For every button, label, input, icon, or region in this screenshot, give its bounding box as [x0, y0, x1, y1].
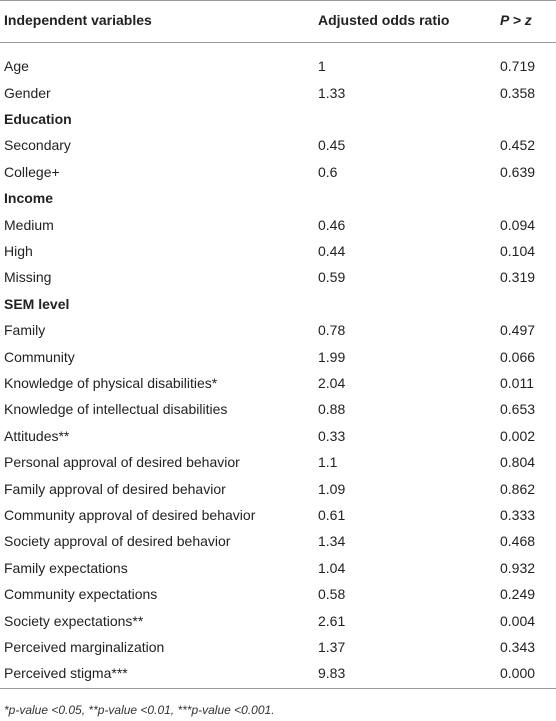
bottom-rule	[0, 688, 556, 689]
cell-value: 0.6	[318, 163, 338, 180]
cell-value: 0.497	[500, 322, 536, 339]
cell-value: 0.343	[500, 639, 536, 655]
cell-value: 0.59	[318, 269, 346, 286]
cell-value: 0.639	[500, 163, 536, 180]
cell-value: 0.719	[500, 58, 536, 75]
cell-value: 0.011	[500, 375, 534, 391]
cell-value: 0.004	[500, 612, 536, 629]
row-label: Perceived stigma***	[4, 665, 128, 682]
row-label: Family approval of desired behavior	[4, 480, 226, 497]
column-header: Adjusted odds ratio	[318, 12, 450, 28]
cell-value: 0.78	[318, 322, 346, 339]
cell-value: 0.88	[318, 401, 346, 418]
row-label: Family expectations	[4, 559, 128, 576]
row-label: Community expectations	[4, 586, 158, 603]
cell-value: 0.58	[318, 586, 346, 603]
cell-value: 0.61	[318, 507, 346, 523]
row-label: College+	[4, 163, 60, 180]
cell-value: 1.04	[318, 559, 346, 576]
cell-value: 0.45	[318, 137, 346, 154]
row-label: Knowledge of intellectual disabilities	[4, 401, 228, 418]
row-label: Age	[4, 58, 29, 75]
section-label: Education	[4, 111, 72, 127]
footnote: *p-value <0.05, **p-value <0.01, ***p-va…	[4, 703, 275, 717]
row-label: Attitudes**	[4, 427, 70, 444]
top-rule	[0, 0, 556, 1]
cell-value: 0.862	[500, 480, 536, 497]
cell-value: 0.333	[500, 507, 536, 523]
cell-value: 2.04	[318, 375, 346, 391]
row-label: Gender	[4, 84, 51, 101]
section-label: Income	[4, 190, 54, 207]
cell-value: 0.358	[500, 84, 536, 101]
cell-value: 1.99	[318, 348, 346, 365]
cell-value: 0.319	[500, 269, 536, 286]
row-label: Missing	[4, 269, 52, 286]
cell-value: 0.066	[500, 348, 536, 365]
row-label: Society expectations**	[4, 612, 144, 629]
cell-value: 0.653	[500, 401, 536, 418]
cell-value: 0.000	[500, 665, 536, 682]
cell-value: 0.932	[500, 559, 536, 576]
cell-value: 1.09	[318, 480, 346, 497]
column-header: Independent variables	[4, 12, 152, 28]
cell-value: 0.468	[500, 533, 536, 550]
row-label: Society approval of desired behavior	[4, 533, 231, 550]
cell-value: 1	[318, 58, 326, 75]
cell-value: 1.1	[318, 454, 338, 471]
cell-value: 1.37	[318, 639, 346, 655]
cell-value: 0.002	[500, 427, 536, 444]
cell-value: 1.33	[318, 84, 346, 101]
row-label: High	[4, 243, 33, 259]
cell-value: 0.46	[318, 216, 346, 233]
cell-value: 0.804	[500, 454, 536, 471]
row-label: Community approval of desired behavior	[4, 507, 256, 523]
row-label: Medium	[4, 216, 54, 233]
row-label: Family	[4, 322, 46, 339]
cell-value: 0.452	[500, 137, 536, 154]
row-label: Perceived marginalization	[4, 639, 165, 655]
section-label: SEM level	[4, 295, 70, 312]
cell-value: 2.61	[318, 612, 346, 629]
row-label: Knowledge of physical disabilities*	[4, 375, 218, 391]
cell-value: 0.44	[318, 243, 346, 259]
row-label: Personal approval of desired behavior	[4, 454, 240, 471]
header-rule	[0, 42, 556, 43]
cell-value: 1.34	[318, 533, 346, 550]
column-header: P > z	[500, 12, 532, 28]
cell-value: 0.094	[500, 216, 536, 233]
row-label: Community	[4, 348, 75, 365]
cell-value: 0.33	[318, 427, 346, 444]
cell-value: 0.104	[500, 243, 536, 259]
cell-value: 0.249	[500, 586, 536, 603]
cell-value: 9.83	[318, 665, 346, 682]
row-label: Secondary	[4, 137, 71, 154]
